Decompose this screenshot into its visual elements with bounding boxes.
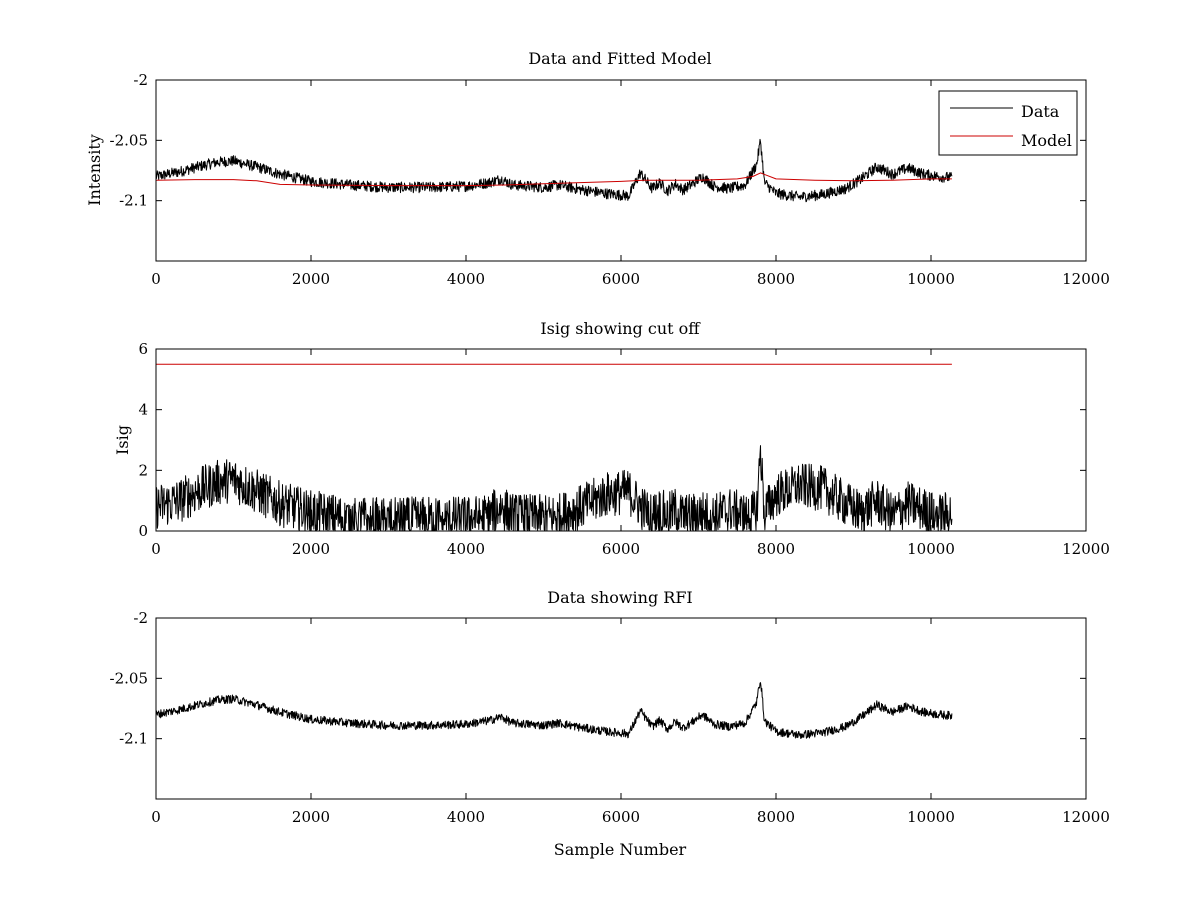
x-tick-label: 10000 bbox=[907, 540, 955, 558]
x-tick-label: 0 bbox=[151, 540, 161, 558]
x-tick-label: 10000 bbox=[907, 270, 955, 288]
panel-2-ylabel: Isig bbox=[113, 425, 132, 455]
panel-1-plot-area: 0 2000 4000 6000 8000 10000 12000 -2 -2.05 -2.1 bbox=[110, 71, 1110, 288]
x-tick-label: 6000 bbox=[602, 270, 640, 288]
x-tick-label: 12000 bbox=[1062, 270, 1110, 288]
x-tick-label: 8000 bbox=[757, 540, 795, 558]
legend-box bbox=[938, 90, 1078, 156]
x-tick-label: 10000 bbox=[907, 808, 955, 826]
legend-label-model: Model bbox=[1021, 131, 1072, 150]
panel-data-rfi: Data showing RFI 0 2000 4000 6000 8000 10000 1… bbox=[110, 588, 1110, 859]
y-tick-label: -2.1 bbox=[119, 192, 148, 210]
x-tick-label: 8000 bbox=[757, 270, 795, 288]
y-tick-label: -2 bbox=[133, 71, 148, 89]
panel-isig: Isig showing cut off Isig 0 2000 4000 6000 8… bbox=[113, 319, 1110, 558]
x-tick-label: 4000 bbox=[447, 540, 485, 558]
panel-3-title: Data showing RFI bbox=[547, 588, 692, 607]
x-axis-label: Sample Number bbox=[554, 840, 687, 859]
panel-2-plot-area: 0 2000 4000 6000 8000 10000 12000 0 2 4 6 bbox=[138, 340, 1109, 558]
panel-1-title: Data and Fitted Model bbox=[528, 49, 711, 68]
panel-1-series-data-line bbox=[155, 138, 953, 203]
x-tick-label: 2000 bbox=[292, 808, 330, 826]
x-tick-label: 4000 bbox=[447, 270, 485, 288]
panel-data-and-model: Data and Fitted Model Intensity 0 2000 400… bbox=[85, 49, 1110, 288]
x-tick-label: 0 bbox=[151, 808, 161, 826]
y-tick-label: -2.05 bbox=[110, 669, 148, 687]
panel-3-plot-area: 0 2000 4000 6000 8000 10000 12000 -2 -2.05 -2.1 bbox=[110, 609, 1110, 826]
y-tick-label: -2 bbox=[133, 609, 148, 627]
x-tick-label: 4000 bbox=[447, 808, 485, 826]
x-tick-label: 0 bbox=[151, 270, 161, 288]
y-tick-label: 2 bbox=[138, 461, 148, 479]
y-tick-label: 0 bbox=[138, 522, 148, 540]
x-tick-label: 12000 bbox=[1062, 808, 1110, 826]
x-tick-label: 8000 bbox=[757, 808, 795, 826]
legend-label-data: Data bbox=[1021, 102, 1060, 121]
x-tick-label: 6000 bbox=[602, 808, 640, 826]
panel-2-title: Isig showing cut off bbox=[540, 319, 701, 338]
x-tick-label: 12000 bbox=[1062, 540, 1110, 558]
x-tick-label: 6000 bbox=[602, 540, 640, 558]
x-tick-label: 2000 bbox=[292, 540, 330, 558]
panel-3-series-1-line bbox=[155, 682, 953, 739]
panel-1-ylabel: Intensity bbox=[85, 134, 104, 206]
legend: Data Model bbox=[938, 90, 1078, 156]
y-tick-label: 6 bbox=[138, 340, 148, 358]
panel-2-series-1-line bbox=[155, 445, 953, 532]
y-tick-label: 4 bbox=[138, 401, 148, 419]
panel-1-series-model-line bbox=[155, 172, 952, 187]
x-tick-label: 2000 bbox=[292, 270, 330, 288]
y-tick-label: -2.05 bbox=[110, 131, 148, 149]
y-tick-label: -2.1 bbox=[119, 730, 148, 748]
